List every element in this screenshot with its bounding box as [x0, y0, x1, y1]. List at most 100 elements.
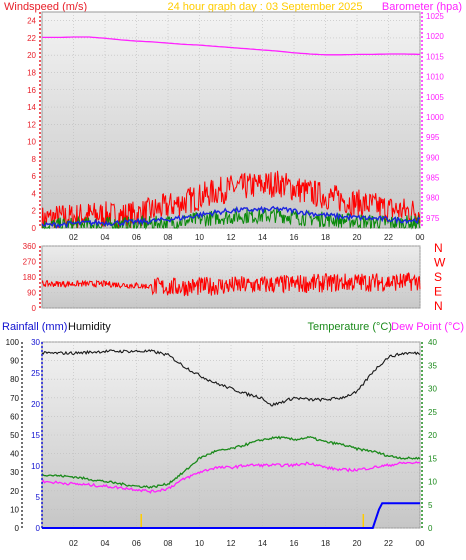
- temp-y-tick-label: 10: [428, 478, 437, 487]
- wind-y-tick-label: 24: [27, 17, 36, 26]
- direction-y-tick-label: 0: [32, 304, 37, 313]
- wind-y-tick-label: 6: [32, 172, 37, 181]
- wind-y-tick-label: 18: [27, 68, 36, 77]
- direction-y-tick-label: 180: [23, 273, 37, 282]
- humidity-y-tick-label: 50: [10, 431, 19, 440]
- baro-y-tick-label: 990: [426, 153, 440, 162]
- baro-y-tick-label: 1005: [426, 93, 444, 102]
- humidity-y-tick-label: 90: [10, 357, 19, 366]
- wind-y-tick-label: 22: [27, 34, 36, 43]
- humidity-y-tick-label: 40: [10, 450, 19, 459]
- title-barometer: Barometer (hpa): [382, 1, 462, 13]
- humidity-y-tick-label: 30: [10, 468, 19, 477]
- temp-y-tick-label: 30: [428, 385, 437, 394]
- temp-x-tick-label: 12: [227, 539, 236, 548]
- direction-y-tick-label: 270: [23, 258, 37, 267]
- baro-y-tick-label: 985: [426, 174, 440, 183]
- temp-x-tick-label: 02: [69, 539, 78, 548]
- temp-x-tick-label: 14: [258, 539, 267, 548]
- wind-y-tick-label: 10: [27, 138, 36, 147]
- title-dewpoint: Dew Point (°C): [391, 321, 464, 333]
- baro-y-tick-label: 1010: [426, 73, 444, 82]
- rain-y-tick-label: 30: [31, 338, 40, 347]
- series-barometer-line: [42, 36, 421, 56]
- temp-x-tick-label: 08: [164, 539, 173, 548]
- rain-y-tick-label: 15: [31, 431, 40, 440]
- wind-y-tick-label: 16: [27, 86, 36, 95]
- direction-y-tick-label: 360: [23, 242, 37, 251]
- wind-y-tick-label: 20: [27, 51, 36, 60]
- temp-y-tick-label: 15: [428, 454, 437, 463]
- rain-y-tick-label: 0: [36, 524, 41, 533]
- humidity-y-tick-label: 100: [6, 338, 20, 347]
- baro-y-tick-label: 995: [426, 133, 440, 142]
- title-windspeed: Windspeed (m/s): [4, 1, 87, 13]
- wind-x-tick-label: 00: [416, 233, 425, 242]
- wind-x-tick-label: 02: [69, 233, 78, 242]
- rain-y-tick-label: 25: [31, 369, 40, 378]
- wind-y-tick-label: 0: [32, 224, 37, 233]
- humidity-y-tick-label: 70: [10, 394, 19, 403]
- humidity-y-tick-label: 20: [10, 487, 19, 496]
- wind-y-tick-label: 14: [27, 103, 36, 112]
- series-dewpoint-line: [41, 461, 421, 494]
- wind-x-tick-label: 18: [321, 233, 330, 242]
- baro-y-tick-label: 1015: [426, 52, 444, 61]
- series-temperature-line: [41, 435, 421, 489]
- temp-y-tick-label: 25: [428, 408, 437, 417]
- temp-x-tick-label: 20: [353, 539, 362, 548]
- temp-y-tick-label: 20: [428, 431, 437, 440]
- series-humidity-line: [41, 349, 421, 407]
- wind-x-tick-label: 12: [227, 233, 236, 242]
- wind-x-tick-label: 14: [258, 233, 267, 242]
- title-humidity: Humidity: [68, 321, 111, 333]
- temp-x-tick-label: 00: [416, 539, 425, 548]
- humidity-y-tick-label: 60: [10, 412, 19, 421]
- title-temperature: Temperature (°C): [308, 321, 392, 333]
- compass-label: W: [434, 256, 446, 270]
- baro-y-tick-label: 980: [426, 194, 440, 203]
- compass-label: N: [434, 299, 443, 313]
- compass-label: N: [434, 241, 443, 255]
- temp-y-tick-label: 0: [428, 524, 433, 533]
- rain-y-tick-label: 20: [31, 400, 40, 409]
- series-rainfall-line: [42, 502, 420, 529]
- wind-x-tick-label: 22: [384, 233, 393, 242]
- wind-x-tick-label: 08: [164, 233, 173, 242]
- temp-y-tick-label: 35: [428, 361, 437, 370]
- wind-y-tick-label: 12: [27, 120, 36, 129]
- humidity-y-tick-label: 0: [15, 524, 20, 533]
- compass-label: S: [434, 270, 442, 284]
- direction-y-tick-label: 90: [27, 289, 36, 298]
- rain-y-tick-label: 5: [36, 493, 41, 502]
- baro-y-tick-label: 975: [426, 214, 440, 223]
- wind-x-tick-label: 10: [195, 233, 204, 242]
- title-rainfall: Rainfall (mm): [2, 321, 67, 333]
- humidity-y-tick-label: 80: [10, 375, 19, 384]
- wind-y-tick-label: 4: [32, 189, 37, 198]
- title-date: 24 hour graph day : 03 September 2025: [167, 1, 362, 13]
- temp-y-tick-label: 5: [428, 501, 433, 510]
- wind-x-tick-label: 04: [101, 233, 110, 242]
- rain-y-tick-label: 10: [31, 462, 40, 471]
- compass-label: E: [434, 285, 442, 299]
- temp-x-tick-label: 22: [384, 539, 393, 548]
- series-direction-line: [41, 272, 421, 297]
- temp-y-tick-label: 40: [428, 338, 437, 347]
- series-average-line: [41, 205, 421, 229]
- temp-x-tick-label: 06: [132, 539, 141, 548]
- wind-x-tick-label: 16: [290, 233, 299, 242]
- temp-x-tick-label: 16: [290, 539, 299, 548]
- wind-x-tick-label: 20: [353, 233, 362, 242]
- wind-x-tick-label: 06: [132, 233, 141, 242]
- baro-y-tick-label: 1020: [426, 32, 444, 41]
- wind-y-tick-label: 8: [32, 155, 37, 164]
- baro-y-tick-label: 1025: [426, 12, 444, 21]
- temp-x-tick-label: 10: [195, 539, 204, 548]
- humidity-y-tick-label: 10: [10, 505, 19, 514]
- baro-y-tick-label: 1000: [426, 113, 444, 122]
- temp-x-tick-label: 18: [321, 539, 330, 548]
- temp-x-tick-label: 04: [101, 539, 110, 548]
